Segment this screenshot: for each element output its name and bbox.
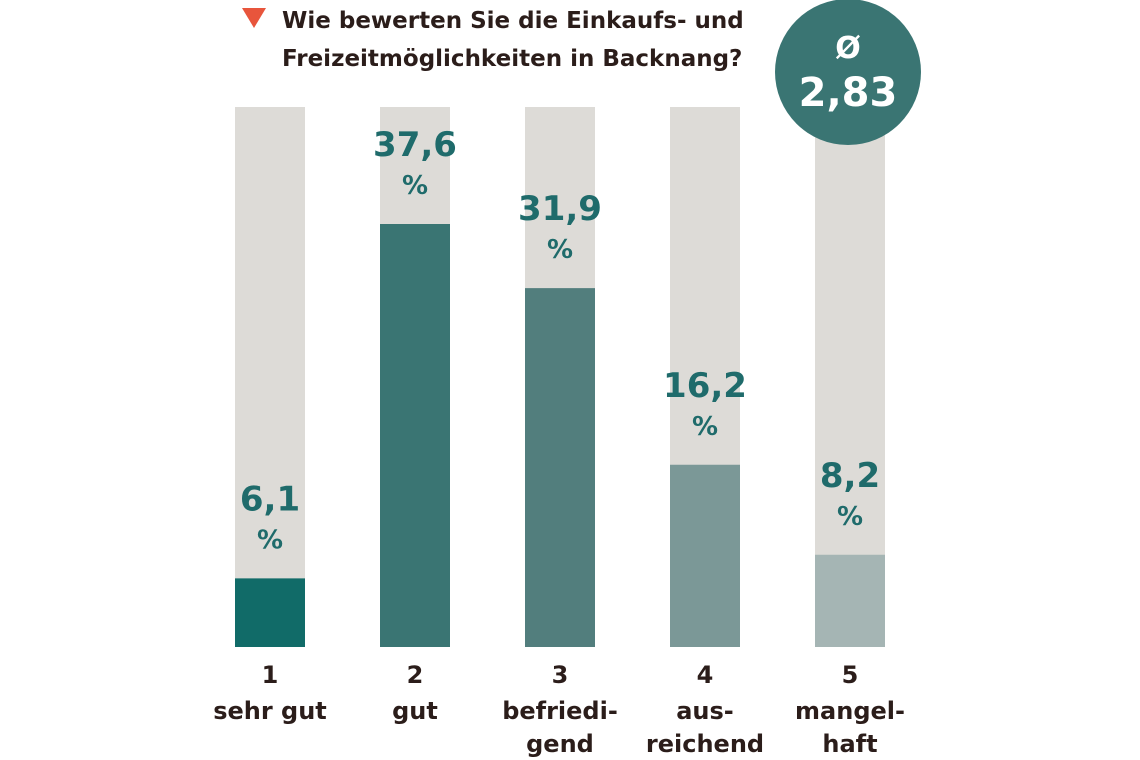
category-label: mangel- xyxy=(795,697,905,725)
bar xyxy=(380,224,450,647)
average-badge: Ø 2,83 xyxy=(775,0,921,145)
data-label-value: 31,9 xyxy=(518,189,602,229)
bar xyxy=(815,554,885,647)
average-symbol: Ø xyxy=(835,31,861,66)
category-label: befriedi- xyxy=(502,697,618,725)
bar xyxy=(235,578,305,647)
category-label: reichend xyxy=(646,730,764,758)
data-label-value: 37,6 xyxy=(373,125,457,165)
triangle-marker-icon xyxy=(242,8,266,28)
bar-track xyxy=(235,107,305,647)
bar xyxy=(670,464,740,647)
data-label-unit: % xyxy=(547,235,573,265)
category-number: 2 xyxy=(407,661,424,689)
category-number: 1 xyxy=(262,661,279,689)
data-label-value: 8,2 xyxy=(820,456,880,496)
category-number: 4 xyxy=(697,661,714,689)
category-number: 5 xyxy=(842,661,859,689)
category-label: sehr gut xyxy=(213,697,327,725)
bars-layer: 6,1% 1 sehr gut 37,6% 2 gut 31,9% 3 befriedi-gen… xyxy=(213,107,905,758)
data-label-unit: % xyxy=(257,525,283,555)
average-circle xyxy=(775,0,921,145)
bar xyxy=(525,288,595,647)
chart-title-line-2: Freizeitmöglichkeiten in Backnang? xyxy=(282,46,742,72)
data-label-unit: % xyxy=(402,171,428,201)
average-value: 2,83 xyxy=(799,70,898,116)
data-label-value: 6,1 xyxy=(240,479,300,519)
category-label: haft xyxy=(822,730,877,758)
category-label: aus- xyxy=(676,697,734,725)
chart-title-line-1: Wie bewerten Sie die Einkaufs- und xyxy=(282,8,744,34)
data-label-value: 16,2 xyxy=(663,366,747,406)
data-label-unit: % xyxy=(692,412,718,442)
category-label: gut xyxy=(392,697,438,725)
category-number: 3 xyxy=(552,661,569,689)
data-label-unit: % xyxy=(837,502,863,532)
category-label: gend xyxy=(526,730,594,758)
